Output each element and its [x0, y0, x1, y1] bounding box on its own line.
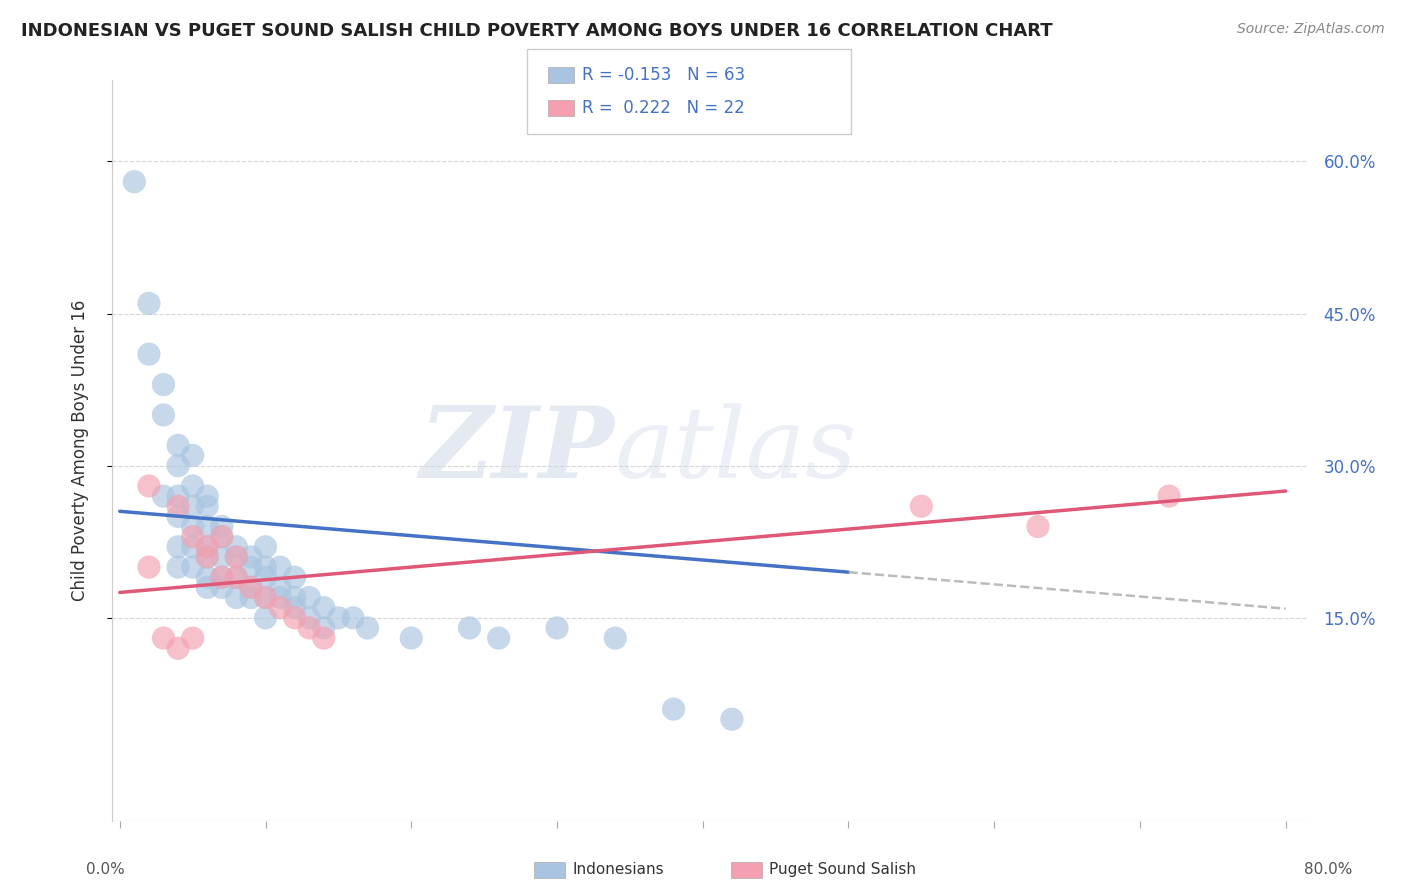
Point	[195, 540, 218, 554]
Point	[181, 530, 204, 544]
Text: 0.0%: 0.0%	[86, 863, 125, 877]
Point	[312, 600, 335, 615]
Point	[181, 519, 204, 533]
Point	[298, 591, 321, 605]
Point	[284, 600, 307, 615]
Point	[225, 570, 247, 584]
Point	[195, 519, 218, 533]
Point	[195, 549, 218, 564]
Point	[284, 570, 307, 584]
Point	[181, 631, 204, 645]
Text: R = -0.153   N = 63: R = -0.153 N = 63	[582, 66, 745, 84]
Point	[181, 479, 204, 493]
Point	[1159, 489, 1181, 503]
Point	[152, 408, 174, 422]
Point	[225, 549, 247, 564]
Point	[269, 580, 291, 594]
Point	[312, 631, 335, 645]
Point	[195, 540, 218, 554]
Point	[328, 611, 350, 625]
Point	[284, 611, 307, 625]
Point	[239, 549, 262, 564]
Point	[195, 549, 218, 564]
Point	[458, 621, 481, 635]
Point	[195, 500, 218, 514]
Point	[269, 560, 291, 574]
Point	[254, 560, 277, 574]
Point	[138, 347, 160, 361]
Point	[225, 540, 247, 554]
Point	[662, 702, 685, 716]
Text: atlas: atlas	[614, 403, 858, 498]
Point	[195, 580, 218, 594]
Point	[254, 540, 277, 554]
Point	[167, 438, 190, 452]
Point	[225, 591, 247, 605]
Point	[138, 479, 160, 493]
Point	[181, 500, 204, 514]
Point	[167, 489, 190, 503]
Point	[298, 621, 321, 635]
Point	[211, 549, 233, 564]
Point	[211, 530, 233, 544]
Point	[167, 458, 190, 473]
Point	[239, 580, 262, 594]
Point	[269, 600, 291, 615]
Point	[284, 591, 307, 605]
Point	[254, 591, 277, 605]
Point	[211, 530, 233, 544]
Point	[1026, 519, 1049, 533]
Point	[195, 489, 218, 503]
Text: Puget Sound Salish: Puget Sound Salish	[769, 863, 917, 877]
Point	[138, 560, 160, 574]
Point	[239, 580, 262, 594]
Point	[152, 489, 174, 503]
Point	[910, 500, 932, 514]
Point	[239, 591, 262, 605]
Text: R =  0.222   N = 22: R = 0.222 N = 22	[582, 99, 745, 117]
Point	[605, 631, 627, 645]
Point	[401, 631, 423, 645]
Point	[488, 631, 510, 645]
Text: 80.0%: 80.0%	[1305, 863, 1353, 877]
Point	[152, 631, 174, 645]
Point	[254, 611, 277, 625]
Point	[152, 377, 174, 392]
Point	[225, 549, 247, 564]
Point	[167, 560, 190, 574]
Point	[211, 580, 233, 594]
Point	[181, 560, 204, 574]
Point	[356, 621, 378, 635]
Point	[254, 591, 277, 605]
Point	[181, 540, 204, 554]
Point	[312, 621, 335, 635]
Point	[269, 591, 291, 605]
Point	[211, 570, 233, 584]
Point	[225, 570, 247, 584]
Point	[721, 712, 744, 726]
Point	[167, 500, 190, 514]
Text: Indonesians: Indonesians	[572, 863, 664, 877]
Point	[167, 509, 190, 524]
Point	[546, 621, 568, 635]
Point	[342, 611, 364, 625]
Point	[181, 449, 204, 463]
Text: Source: ZipAtlas.com: Source: ZipAtlas.com	[1237, 22, 1385, 37]
Point	[167, 540, 190, 554]
Text: ZIP: ZIP	[419, 402, 614, 499]
Point	[124, 175, 146, 189]
Point	[254, 570, 277, 584]
Point	[211, 519, 233, 533]
Point	[239, 560, 262, 574]
Point	[211, 570, 233, 584]
Point	[167, 641, 190, 656]
Point	[195, 570, 218, 584]
Point	[138, 296, 160, 310]
Y-axis label: Child Poverty Among Boys Under 16: Child Poverty Among Boys Under 16	[70, 300, 89, 601]
Point	[298, 611, 321, 625]
Text: INDONESIAN VS PUGET SOUND SALISH CHILD POVERTY AMONG BOYS UNDER 16 CORRELATION C: INDONESIAN VS PUGET SOUND SALISH CHILD P…	[21, 22, 1053, 40]
